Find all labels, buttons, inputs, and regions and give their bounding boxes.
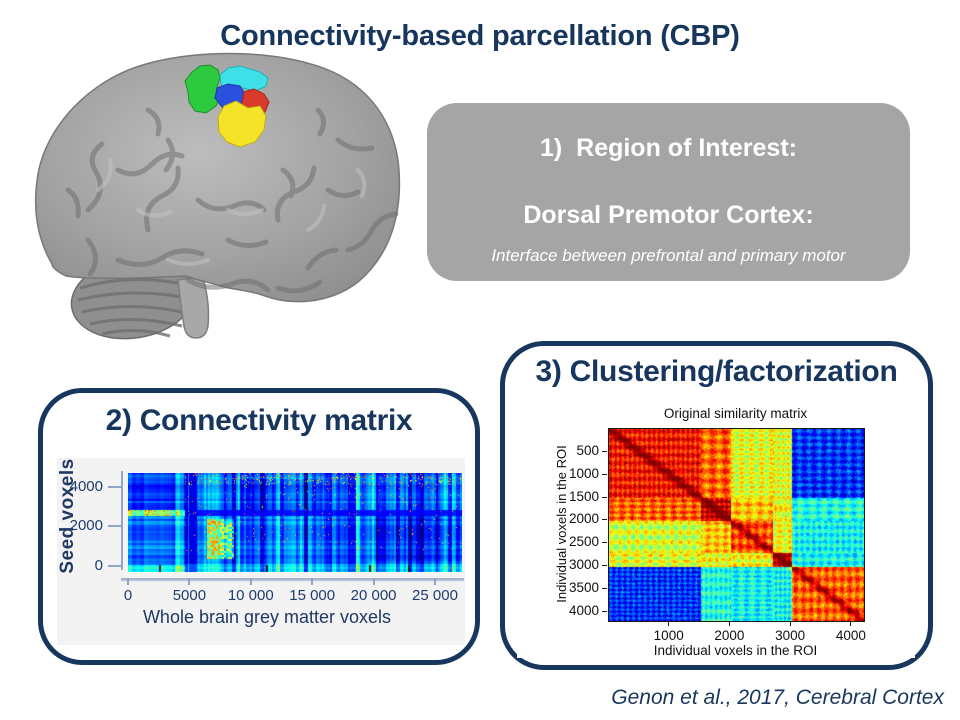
conn-x-tick-label: 5000 (172, 587, 207, 604)
sim-y-tick-label: 500 (576, 442, 599, 458)
brain-svg (34, 52, 401, 340)
roi-box: 1) Region of Interest: Dorsal Premotor C… (427, 103, 910, 281)
brain-parcels (184, 64, 270, 148)
conn-y-tick-mark (108, 565, 122, 568)
brain-image (28, 50, 428, 348)
citation: Genon et al., 2017, Cerebral Cortex (611, 686, 944, 709)
sim-y-tick-mark (602, 588, 607, 589)
sim-y-tick-mark (602, 473, 607, 475)
sim-x-tick-label: 1000 (653, 628, 684, 643)
similarity-heatmap-canvas (608, 428, 865, 622)
sim-y-tick-label: 4000 (568, 602, 599, 618)
sim-y-tick-label: 2500 (568, 534, 599, 550)
sim-y-tick-mark (602, 450, 607, 452)
sim-y-tick-mark (602, 610, 607, 612)
conn-x-tick-mark (249, 578, 252, 585)
conn-x-tick-mark (433, 578, 436, 585)
conn-x-tick-mark (127, 578, 129, 585)
conn-y-axis-line (121, 471, 123, 570)
sim-ticks-layer: 1000 2000 3000 4000 500 1000 1500 2000 2500 3000 3… (517, 400, 915, 658)
panel-clustering: 3) Clustering/factorization Original sim… (500, 341, 933, 670)
roi-line-1: 1) Region of Interest: (540, 134, 797, 162)
sim-y-tick-mark (602, 519, 607, 521)
sim-x-tick-label: 4000 (835, 628, 866, 643)
conn-y-tick-mark (108, 525, 122, 528)
panel3-heading: 3) Clustering/factorization (535, 355, 898, 388)
sim-plot-title: Original similarity matrix (663, 406, 808, 421)
sim-x-tick-mark (668, 622, 670, 626)
conn-y-tick-label: 0 (94, 557, 103, 575)
sim-x-axis-label: Individual voxels in the ROI (653, 643, 818, 658)
roi-line-3: Interface between prefrontal and primary… (491, 246, 846, 265)
conn-y-tick-label: 4000 (69, 477, 103, 495)
parcel-yellow (217, 100, 267, 148)
sim-x-tick-mark (850, 622, 852, 626)
slide-title: Connectivity-based parcellation (CBP) (220, 20, 740, 52)
conn-y-tick-mark (108, 485, 122, 488)
sim-y-tick-mark (602, 565, 607, 567)
sim-y-tick-label: 1000 (568, 465, 599, 481)
sim-y-tick-label: 1500 (568, 488, 599, 504)
brain-outline (34, 52, 401, 303)
conn-x-tick-label: 15 000 (289, 587, 336, 604)
conn-x-tick-mark (188, 578, 191, 585)
roi-line-2: Dorsal Premotor Cortex: (523, 201, 814, 229)
sim-y-tick-label: 3500 (568, 580, 599, 595)
connectivity-heatmap-canvas (128, 473, 462, 572)
sim-y-tick-mark (602, 542, 607, 544)
panel2-heading: 2) Connectivity matrix (105, 404, 413, 437)
conn-x-tick-label: 10 000 (227, 587, 274, 604)
panel-connectivity-matrix: 2) Connectivity matrix Seed voxels 0 5000… (38, 388, 480, 665)
conn-x-tick-label: 0 (123, 587, 133, 604)
conn-x-axis-line (121, 578, 464, 580)
sim-x-tick-label: 3000 (775, 628, 806, 643)
conn-x-axis-label: Whole brain grey matter voxels (142, 607, 392, 627)
brain-sulci (65, 107, 399, 294)
conn-ticks-layer: 0 5000 10 000 15 000 20 000 25 000 0 2000 4000 (57, 458, 465, 645)
parcel-green (184, 64, 222, 114)
sim-y-tick-mark (602, 496, 607, 498)
conn-x-tick-label: 25 000 (412, 587, 458, 604)
conn-y-tick-label: 2000 (69, 517, 103, 535)
sim-y-tick-label: 3000 (568, 557, 599, 573)
similarity-plot: Original similarity matrix Individual vo… (517, 400, 915, 658)
sim-x-tick-label: 2000 (714, 628, 745, 643)
brain-gyri-highlights (96, 158, 367, 266)
connectivity-plot: Seed voxels 0 5000 10 000 15 000 20 000 25 00… (57, 458, 465, 645)
conn-x-tick-mark (311, 578, 314, 585)
sim-x-tick-mark (728, 622, 730, 626)
sim-y-tick-label: 2000 (568, 511, 599, 527)
sim-x-tick-mark (789, 622, 791, 626)
conn-x-tick-label: 20 000 (350, 587, 397, 604)
conn-x-tick-mark (372, 578, 375, 585)
